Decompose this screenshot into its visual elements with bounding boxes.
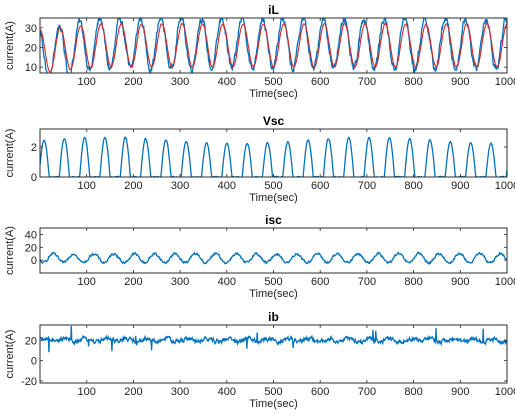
x-tick-label: 800 (404, 76, 422, 88)
y-tick-label: 2 (31, 142, 37, 154)
y-tick-label: 40 (25, 229, 37, 241)
y-tick-label: 20 (25, 42, 37, 54)
y-tick-label: 0 (31, 255, 37, 267)
x-tick-label: 600 (311, 180, 329, 192)
x-tick-label: 900 (451, 386, 469, 398)
x-tick-label: 300 (171, 180, 189, 192)
x-tick-label: 700 (358, 76, 376, 88)
x-tick-label: 300 (171, 76, 189, 88)
x-tick-label: 800 (404, 276, 422, 288)
series-line-Vsc-1 (40, 136, 507, 177)
x-tick-label: 600 (311, 276, 329, 288)
x-tick-label: 100 (78, 276, 96, 288)
x-tick-label: 400 (218, 76, 236, 88)
x-tick-label: 500 (264, 76, 282, 88)
y-tick-label: 10 (25, 62, 37, 74)
x-tick-label: 100 (78, 180, 96, 192)
x-axis-label: Time(sec) (249, 288, 297, 300)
plot-area (39, 227, 508, 274)
x-tick-label: 600 (311, 76, 329, 88)
x-tick-label: 500 (264, 276, 282, 288)
x-tick-label: 200 (124, 276, 142, 288)
subplot-title: Vsc (263, 114, 285, 128)
y-tick-label: 0 (31, 356, 37, 368)
y-tick-label: 20 (25, 242, 37, 254)
x-tick-label: 400 (218, 276, 236, 288)
x-tick-label: 900 (451, 180, 469, 192)
x-tick-label: 300 (171, 276, 189, 288)
y-tick-label: 30 (25, 23, 37, 35)
y-axis-label: current(A) (4, 226, 16, 275)
x-tick-label: 200 (124, 180, 142, 192)
y-tick-label: 20 (25, 335, 37, 347)
x-tick-label: 100 (78, 76, 96, 88)
plot-area (39, 324, 508, 384)
y-tick-label: -20 (21, 376, 37, 388)
subplot-title: iL (268, 3, 279, 17)
x-axis-label: Time(sec) (249, 88, 297, 100)
x-tick-label: 200 (124, 386, 142, 398)
x-tick-label: 100 (78, 386, 96, 398)
x-tick-label: 800 (404, 386, 422, 398)
x-tick-label: 700 (358, 386, 376, 398)
series-line-isc-1 (40, 251, 507, 265)
x-axis-label: Time(sec) (249, 398, 297, 410)
x-tick-label: 900 (451, 76, 469, 88)
x-tick-label: 700 (358, 276, 376, 288)
x-tick-label: 300 (171, 386, 189, 398)
plot-area (39, 17, 508, 74)
y-axis-label: current(A) (4, 330, 16, 379)
series-line-iL-2 (40, 22, 507, 73)
series-line-ib-1 (40, 325, 507, 353)
x-tick-label: 600 (311, 386, 329, 398)
y-axis-label: current(A) (4, 21, 16, 70)
x-tick-label: 200 (124, 76, 142, 88)
x-tick-label: 900 (451, 276, 469, 288)
x-axis-label: Time(sec) (249, 192, 297, 204)
x-tick-label: 700 (358, 180, 376, 192)
y-axis-label: current(A) (4, 129, 16, 178)
y-tick-label: 0 (31, 172, 37, 184)
subplot-title: isc (265, 213, 282, 227)
x-tick-label: 400 (218, 180, 236, 192)
x-tick-label: 500 (264, 180, 282, 192)
x-tick-label: 400 (218, 386, 236, 398)
x-tick-label: 500 (264, 386, 282, 398)
subplot-title: ib (268, 310, 279, 324)
x-tick-label: 800 (404, 180, 422, 192)
